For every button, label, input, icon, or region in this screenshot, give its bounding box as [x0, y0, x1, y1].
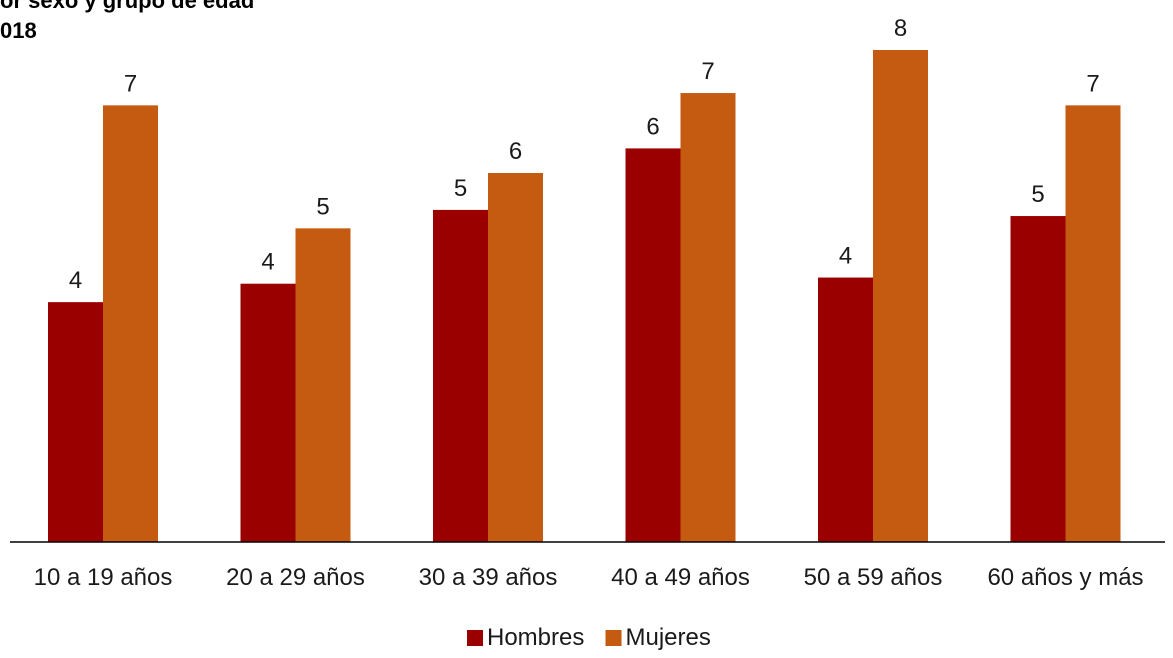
x-tick-label-5: 60 años y más	[987, 564, 1143, 591]
bar-mujeres-5	[1066, 105, 1121, 542]
chart-title-line-1: or sexo y grupo de edad	[0, 0, 254, 13]
chart-title: or sexo y grupo de edad 018	[0, 0, 254, 43]
data-label-hombres-0: 4	[69, 267, 82, 294]
x-tick-label-1: 20 a 29 años	[226, 564, 365, 591]
x-tick-label-3: 40 a 49 años	[611, 564, 750, 591]
data-label-hombres-4: 4	[839, 243, 852, 270]
legend: Hombres Mujeres	[467, 624, 711, 651]
data-label-mujeres-2: 6	[509, 138, 522, 165]
chart-title-line-2: 018	[0, 18, 37, 43]
bar-mujeres-3	[681, 93, 736, 542]
bar-mujeres-4	[873, 50, 928, 542]
bar-hombres-1	[241, 284, 296, 542]
bar-mujeres-2	[488, 173, 543, 542]
data-label-mujeres-3: 7	[701, 58, 714, 85]
data-label-mujeres-4: 8	[894, 15, 907, 42]
data-label-mujeres-1: 5	[316, 193, 329, 220]
x-tick-label-2: 30 a 39 años	[419, 564, 558, 591]
x-tick-label-0: 10 a 19 años	[34, 564, 173, 591]
bar-hombres-2	[433, 210, 488, 542]
bar-hombres-3	[626, 148, 681, 542]
bar-hombres-5	[1011, 216, 1066, 542]
legend-label-hombres: Hombres	[487, 624, 584, 651]
bars-group	[48, 50, 1121, 542]
legend-swatch-hombres	[467, 630, 483, 646]
data-label-hombres-2: 5	[454, 175, 467, 202]
data-labels-group: 4 7 4 5 5 6 6 7 4 8 5 7	[69, 15, 1100, 294]
x-tick-label-4: 50 a 59 años	[804, 564, 943, 591]
bar-hombres-0	[48, 302, 103, 542]
data-label-hombres-1: 4	[261, 249, 274, 276]
data-label-hombres-5: 5	[1031, 181, 1044, 208]
bar-mujeres-1	[296, 228, 351, 542]
data-label-hombres-3: 6	[646, 113, 659, 140]
legend-swatch-mujeres	[606, 630, 622, 646]
bar-mujeres-0	[103, 105, 158, 542]
data-label-mujeres-5: 7	[1086, 70, 1099, 97]
legend-label-mujeres: Mujeres	[626, 624, 711, 651]
bar-hombres-4	[818, 278, 873, 542]
x-tick-labels-group: 10 a 19 años 20 a 29 años 30 a 39 años 40 a…	[34, 564, 1144, 591]
data-label-mujeres-0: 7	[124, 70, 137, 97]
